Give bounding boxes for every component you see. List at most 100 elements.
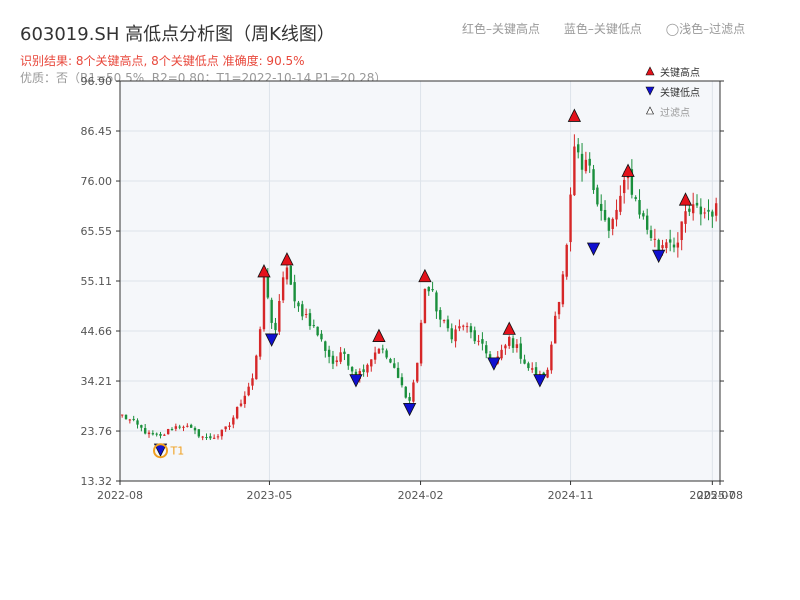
candle-body [301,304,304,317]
candle-body [239,403,243,406]
candle-body [193,427,197,431]
candle-body [366,364,369,373]
candle-body [324,341,327,351]
y-tick-label: 13.32 [81,475,113,488]
candle-body [427,286,430,292]
legend-item-label: 过滤点 [660,106,690,119]
candle-body [573,146,576,196]
candle-body [412,382,415,402]
candle-body [350,367,354,372]
candle-body [695,202,699,206]
candle-body [178,426,181,428]
candle-body [270,299,273,323]
candle-body [531,368,534,370]
top-legend: 红色–关键高点 蓝色–关键低点 ◯浅色–过滤点 [462,20,745,37]
candle-body [147,432,151,435]
candle-body [136,420,139,425]
candle-body [404,386,407,398]
candle-body [500,349,503,359]
candle-body [684,211,687,224]
candle-body [205,437,208,439]
candle-body [174,426,178,429]
candle-body [308,313,312,326]
candle-body [504,345,507,349]
y-tick-label: 44.66 [81,325,113,338]
candle-body [224,426,227,430]
candle-body [362,369,365,373]
candle-body [699,206,703,215]
candle-body [485,345,488,354]
x-tick-label: 2024-02 [398,489,444,502]
candle-body [155,433,158,435]
candle-body [278,300,281,332]
candle-body [347,354,350,366]
candle-body [565,244,568,277]
candle-body [592,169,595,191]
candle-body [477,340,480,342]
candle-body [672,244,676,248]
candle-body [546,369,549,378]
key-high-marker [621,163,635,177]
key-high-marker [372,328,386,342]
candle-body [163,434,166,436]
candle-body [707,209,710,212]
candle-body [649,230,653,239]
key-high-marker [257,264,271,278]
key-high-marker [418,268,432,283]
key-low-marker [586,242,601,256]
candle-body [373,352,377,360]
candle-body [370,359,373,367]
candle-body [316,326,319,336]
candle-body [665,242,668,249]
key-high-marker [502,321,516,335]
candle-body [458,326,461,329]
candle-body [645,215,649,230]
y-tick-label: 86.45 [81,125,113,138]
t1-marker [153,443,169,459]
x-tick-label: 2025-08 [697,489,743,502]
candle-body [304,314,308,316]
candle-body [431,289,434,291]
candle-body [508,336,511,346]
candle-body [285,267,289,280]
legend-high-icon [645,66,655,76]
candle-body [182,426,185,428]
x-tick-label: 2022-08 [97,489,143,502]
candle-body [661,245,664,249]
legend-item-label: 关键高点 [660,66,700,79]
candle-body [189,424,193,428]
x-tick-label: 2025-07 [689,489,735,502]
candle-body [389,359,392,363]
candle-body [212,437,216,439]
candle-body [258,329,262,357]
candle-body [343,351,346,354]
candle-body [124,414,128,420]
candle-body [473,330,476,342]
candle-body [668,239,672,243]
candle-body [159,433,162,436]
top-legend-light: ◯浅色–过滤点 [665,22,746,36]
key-low-marker [533,374,547,388]
candle-body [312,325,315,327]
candle-body [630,169,634,195]
candle-body [680,221,683,241]
candle-body [335,360,338,363]
key-low-marker [349,374,363,388]
candle-body [297,302,300,307]
candle-body [209,436,212,439]
candle-body [262,277,266,330]
candle-body [423,289,427,324]
candle-body [511,338,515,348]
y-tick-label: 96.90 [81,75,113,88]
key-low-marker [264,333,279,347]
candle-body [140,425,143,428]
candle-body [465,326,469,328]
candle-body [527,363,530,369]
candle-body [120,414,124,416]
candle-body [132,418,135,420]
y-tick-label: 34.21 [81,375,113,388]
candle-body [220,429,224,437]
candle-body [143,428,147,434]
y-tick-label: 23.76 [81,425,113,438]
candle-body [596,187,599,205]
